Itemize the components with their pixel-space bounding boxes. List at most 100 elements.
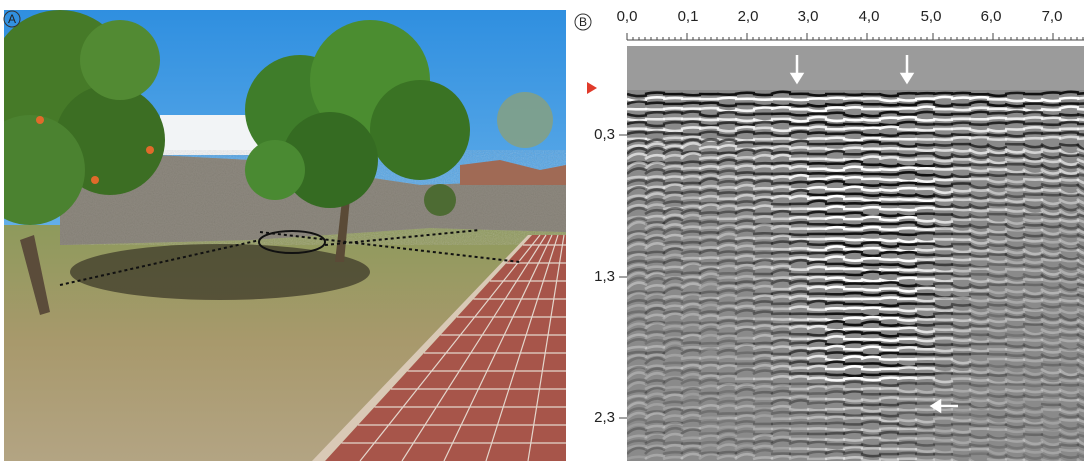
reflection — [1058, 162, 1080, 169]
reflection — [1004, 332, 1026, 337]
reflection — [1058, 362, 1080, 367]
reflection — [842, 402, 864, 407]
reflection — [878, 172, 900, 176]
reflection — [788, 455, 810, 461]
reflection — [950, 172, 972, 179]
reflection — [1004, 397, 1026, 405]
reflection — [680, 419, 702, 426]
reflection — [914, 217, 936, 223]
reflection — [860, 446, 882, 451]
reflection — [716, 110, 738, 116]
reflection — [824, 175, 846, 181]
reflection — [986, 367, 1008, 375]
reflection — [842, 340, 864, 346]
reflection — [734, 280, 756, 286]
reflection — [950, 392, 972, 400]
reflection — [1022, 248, 1044, 256]
reflection — [788, 251, 810, 256]
reflection — [680, 323, 702, 331]
reflection — [734, 130, 756, 136]
reflection — [698, 347, 720, 355]
reflection — [770, 278, 792, 286]
reflection — [932, 172, 954, 179]
reflection — [627, 310, 648, 316]
reflection — [662, 299, 684, 306]
reflection — [1040, 427, 1062, 432]
reflection — [662, 200, 684, 206]
reflection — [1022, 168, 1044, 176]
reflection — [644, 192, 666, 200]
reflection — [950, 427, 972, 434]
reflection — [1076, 337, 1084, 344]
reflection — [1004, 267, 1026, 271]
reflection — [860, 237, 882, 242]
reflection — [1040, 362, 1062, 367]
reflection — [788, 272, 810, 277]
reflection — [1022, 157, 1044, 163]
reflection — [698, 374, 720, 381]
reflection — [860, 122, 882, 127]
x-tick-label: 4,0 — [859, 8, 880, 25]
reflection — [896, 166, 918, 171]
reflection — [734, 268, 756, 276]
reflection — [896, 292, 918, 298]
reflection — [950, 322, 972, 329]
reflection — [986, 217, 1008, 225]
reflection — [1040, 227, 1062, 236]
reflection — [932, 177, 954, 182]
reflection — [968, 182, 990, 190]
reflection — [770, 209, 792, 216]
reflection — [950, 257, 972, 262]
reflection — [770, 364, 792, 371]
reflection — [986, 322, 1008, 330]
reflection — [1022, 202, 1044, 210]
reflection — [860, 287, 882, 292]
reflection — [1022, 172, 1044, 177]
reflection — [914, 286, 936, 291]
reflection — [878, 207, 900, 211]
reflection — [752, 236, 774, 241]
reflection — [1058, 292, 1080, 298]
reflection — [752, 175, 774, 181]
reflection — [896, 107, 918, 111]
reflection — [1004, 342, 1026, 348]
reflection — [896, 171, 918, 176]
reflection — [968, 457, 989, 461]
reflection — [968, 100, 990, 106]
reflection — [968, 162, 990, 167]
reflection — [1058, 382, 1080, 387]
reflection — [788, 349, 810, 356]
reflection — [770, 260, 792, 266]
reflection — [878, 267, 900, 272]
reflection — [914, 392, 936, 397]
reflection — [932, 202, 954, 209]
reflection — [824, 102, 846, 107]
reflection — [914, 447, 936, 453]
reflection — [950, 282, 972, 290]
reflection — [680, 302, 702, 310]
reflection — [752, 439, 774, 446]
reflection — [878, 271, 900, 276]
reflection — [698, 173, 720, 181]
reflection — [860, 442, 882, 448]
reflection — [627, 167, 648, 175]
reflection — [627, 389, 648, 396]
reflection — [986, 121, 1008, 126]
reflection — [1004, 252, 1026, 260]
reflection — [968, 122, 990, 126]
reflection — [1022, 427, 1044, 432]
reflection — [627, 381, 648, 390]
reflection — [986, 287, 1008, 295]
reflection — [914, 167, 936, 171]
reflection — [698, 235, 720, 241]
reflection — [752, 359, 774, 366]
reflection — [986, 327, 1008, 333]
reflection — [627, 350, 648, 356]
reflection — [1004, 452, 1026, 460]
reflection — [1076, 438, 1084, 446]
reflection — [932, 311, 954, 316]
reflection — [860, 355, 882, 361]
reflection — [1022, 208, 1044, 216]
reflection — [914, 382, 936, 386]
reflection — [1004, 147, 1026, 154]
